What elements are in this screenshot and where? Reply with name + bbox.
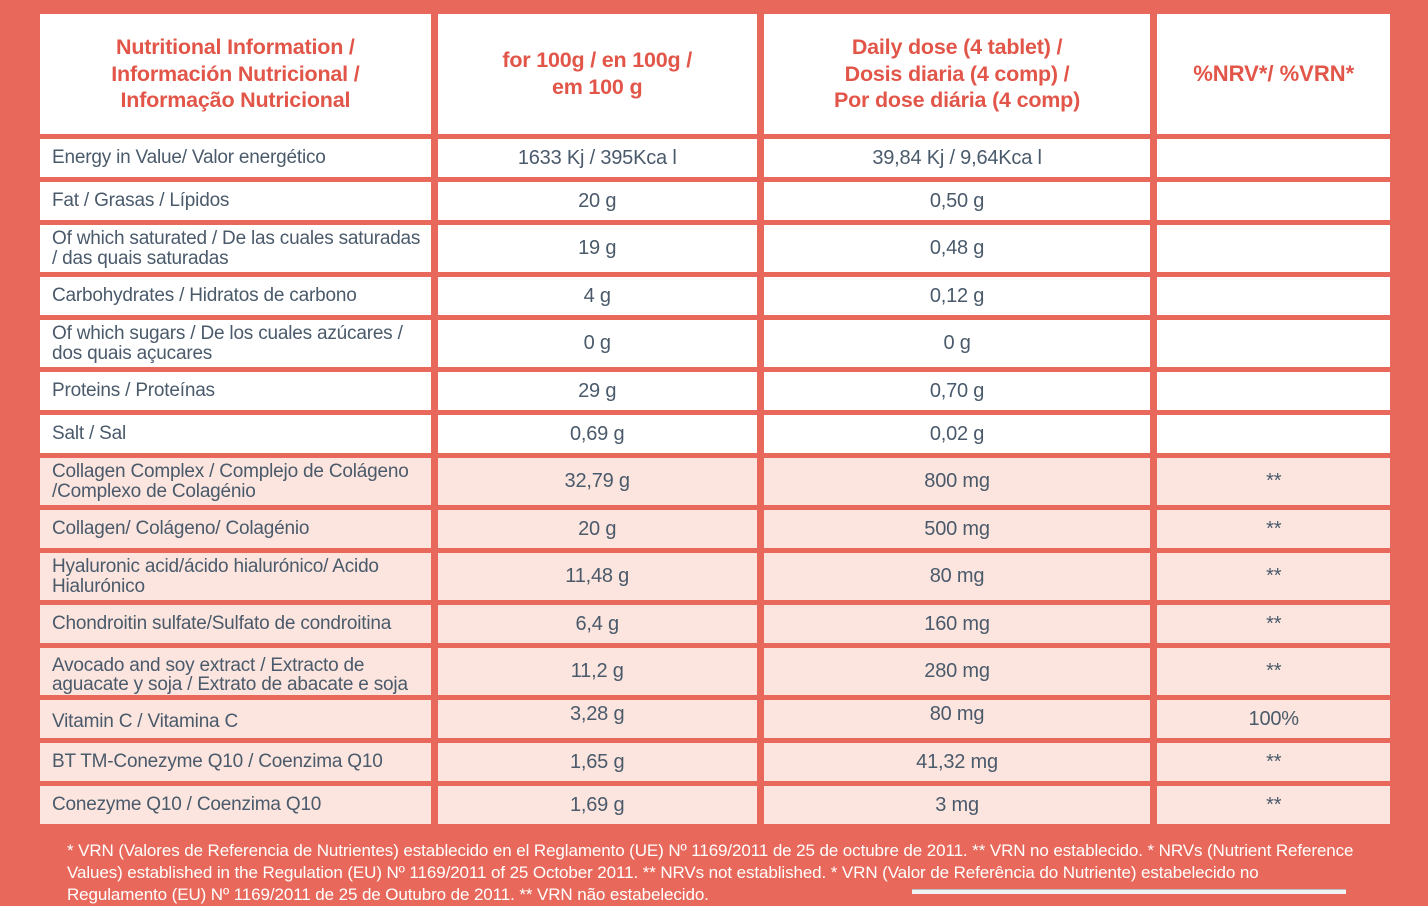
- row-label: Chondroitin sulfate/Sulfato de condroiti…: [40, 605, 431, 643]
- daily-dose-value: 0,12 g: [763, 277, 1151, 315]
- daily-dose-value: 3 mg: [763, 786, 1151, 824]
- header-nrv: %NRV*/ %VRN*: [1157, 14, 1390, 134]
- nrv-footnote: * VRN (Valores de Referencia de Nutrient…: [67, 841, 1354, 905]
- nrv-value: [1157, 277, 1390, 315]
- nutrition-table: Nutritional Information / Información Nu…: [33, 9, 1397, 829]
- per-100g-value: 29 g: [437, 372, 757, 410]
- per-100g-value: 6,4 g: [437, 605, 757, 643]
- daily-dose-value: 0,48 g: [763, 225, 1151, 272]
- table-row-chondroitin: Chondroitin sulfate/Sulfato de condroiti…: [40, 605, 1390, 643]
- nrv-value: **: [1157, 458, 1390, 505]
- header-nutritional-information: Nutritional Information / Información Nu…: [40, 14, 431, 134]
- row-label: Of which saturated / De las cuales satur…: [40, 225, 431, 272]
- row-label: Energy in Value/ Valor energético: [40, 139, 431, 177]
- row-label: Conezyme Q10 / Coenzima Q10: [40, 786, 431, 824]
- nrv-value: **: [1157, 786, 1390, 824]
- nrv-value: **: [1157, 648, 1390, 695]
- daily-dose-value: 0,02 g: [763, 415, 1151, 453]
- table-row-collagen: Collagen/ Colágeno/ Colagénio 20 g 500 m…: [40, 510, 1390, 548]
- table-header-row: Nutritional Information / Información Nu…: [40, 14, 1390, 134]
- per-100g-value: 20 g: [437, 182, 757, 220]
- table-row-proteins: Proteins / Proteínas 29 g 0,70 g: [40, 372, 1390, 410]
- nrv-value: **: [1157, 605, 1390, 643]
- nrv-value: [1157, 372, 1390, 410]
- row-label: BT TM-Conezyme Q10 / Coenzima Q10: [40, 743, 431, 781]
- row-label: Vitamin C / Vitamina C: [40, 700, 431, 738]
- per-100g-value: 4 g: [437, 277, 757, 315]
- per-100g-value: 11,2 g: [437, 648, 757, 695]
- nrv-value: **: [1157, 743, 1390, 781]
- per-100g-value: 1633 Kj / 395Kca l: [437, 139, 757, 177]
- daily-dose-value: 41,32 mg: [763, 743, 1151, 781]
- row-label: Fat / Grasas / Lípidos: [40, 182, 431, 220]
- row-label: Collagen Complex / Complejo de Colágeno …: [40, 458, 431, 505]
- row-label: Salt / Sal: [40, 415, 431, 453]
- table-row-vitamin-c: Vitamin C / Vitamina C 3,28 g 80 mg 100%: [40, 700, 1390, 738]
- header-per-100g: for 100g / en 100g / em 100 g: [437, 14, 757, 134]
- table-row-avocado-soy: Avocado and soy extract / Extracto de ag…: [40, 648, 1390, 695]
- table-row-sugars: Of which sugars / De los cuales azúcares…: [40, 320, 1390, 367]
- nrv-value: [1157, 225, 1390, 272]
- daily-dose-value: 160 mg: [763, 605, 1151, 643]
- per-100g-value: 0,69 g: [437, 415, 757, 453]
- per-100g-value: 1,65 g: [437, 743, 757, 781]
- table-row-carbohydrates: Carbohydrates / Hidratos de carbono 4 g …: [40, 277, 1390, 315]
- row-label: Avocado and soy extract / Extracto de ag…: [40, 648, 431, 695]
- per-100g-value: 19 g: [437, 225, 757, 272]
- row-label: Of which sugars / De los cuales azúcares…: [40, 320, 431, 367]
- daily-dose-value: 0,70 g: [763, 372, 1151, 410]
- table-row-energy: Energy in Value/ Valor energético 1633 K…: [40, 139, 1390, 177]
- nrv-value: [1157, 182, 1390, 220]
- nrv-value: [1157, 139, 1390, 177]
- per-100g-value: 20 g: [437, 510, 757, 548]
- table-row-conezyme-q10: Conezyme Q10 / Coenzima Q10 1,69 g 3 mg …: [40, 786, 1390, 824]
- header-daily-dose: Daily dose (4 tablet) / Dosis diaria (4 …: [763, 14, 1151, 134]
- daily-dose-value: 280 mg: [763, 648, 1151, 695]
- table-row-bt-conezyme-q10: BT TM-Conezyme Q10 / Coenzima Q10 1,65 g…: [40, 743, 1390, 781]
- table-row-fat: Fat / Grasas / Lípidos 20 g 0,50 g: [40, 182, 1390, 220]
- per-100g-value: 32,79 g: [437, 458, 757, 505]
- table-row-saturated: Of which saturated / De las cuales satur…: [40, 225, 1390, 272]
- daily-dose-value: 500 mg: [763, 510, 1151, 548]
- daily-dose-value: 800 mg: [763, 458, 1151, 505]
- daily-dose-value: 0 g: [763, 320, 1151, 367]
- per-100g-value: 3,28 g: [437, 700, 757, 738]
- per-100g-value: 11,48 g: [437, 553, 757, 600]
- nrv-value: [1157, 320, 1390, 367]
- row-label: Proteins / Proteínas: [40, 372, 431, 410]
- per-100g-value: 0 g: [437, 320, 757, 367]
- daily-dose-value: 80 mg: [763, 553, 1151, 600]
- nrv-value: **: [1157, 510, 1390, 548]
- per-100g-value: 1,69 g: [437, 786, 757, 824]
- daily-dose-value: 39,84 Kj / 9,64Kca l: [763, 139, 1151, 177]
- row-label: Collagen/ Colágeno/ Colagénio: [40, 510, 431, 548]
- table-row-hyaluronic-acid: Hyaluronic acid/ácido hialurónico/ Acido…: [40, 553, 1390, 600]
- nrv-value: **: [1157, 553, 1390, 600]
- nrv-value: 100%: [1157, 700, 1390, 738]
- window-edge-artifact: [912, 889, 1346, 894]
- daily-dose-value: 0,50 g: [763, 182, 1151, 220]
- daily-dose-value: 80 mg: [763, 700, 1151, 738]
- row-label: Carbohydrates / Hidratos de carbono: [40, 277, 431, 315]
- nrv-value: [1157, 415, 1390, 453]
- row-label: Hyaluronic acid/ácido hialurónico/ Acido…: [40, 553, 431, 600]
- table-row-salt: Salt / Sal 0,69 g 0,02 g: [40, 415, 1390, 453]
- table-row-collagen-complex: Collagen Complex / Complejo de Colágeno …: [40, 458, 1390, 505]
